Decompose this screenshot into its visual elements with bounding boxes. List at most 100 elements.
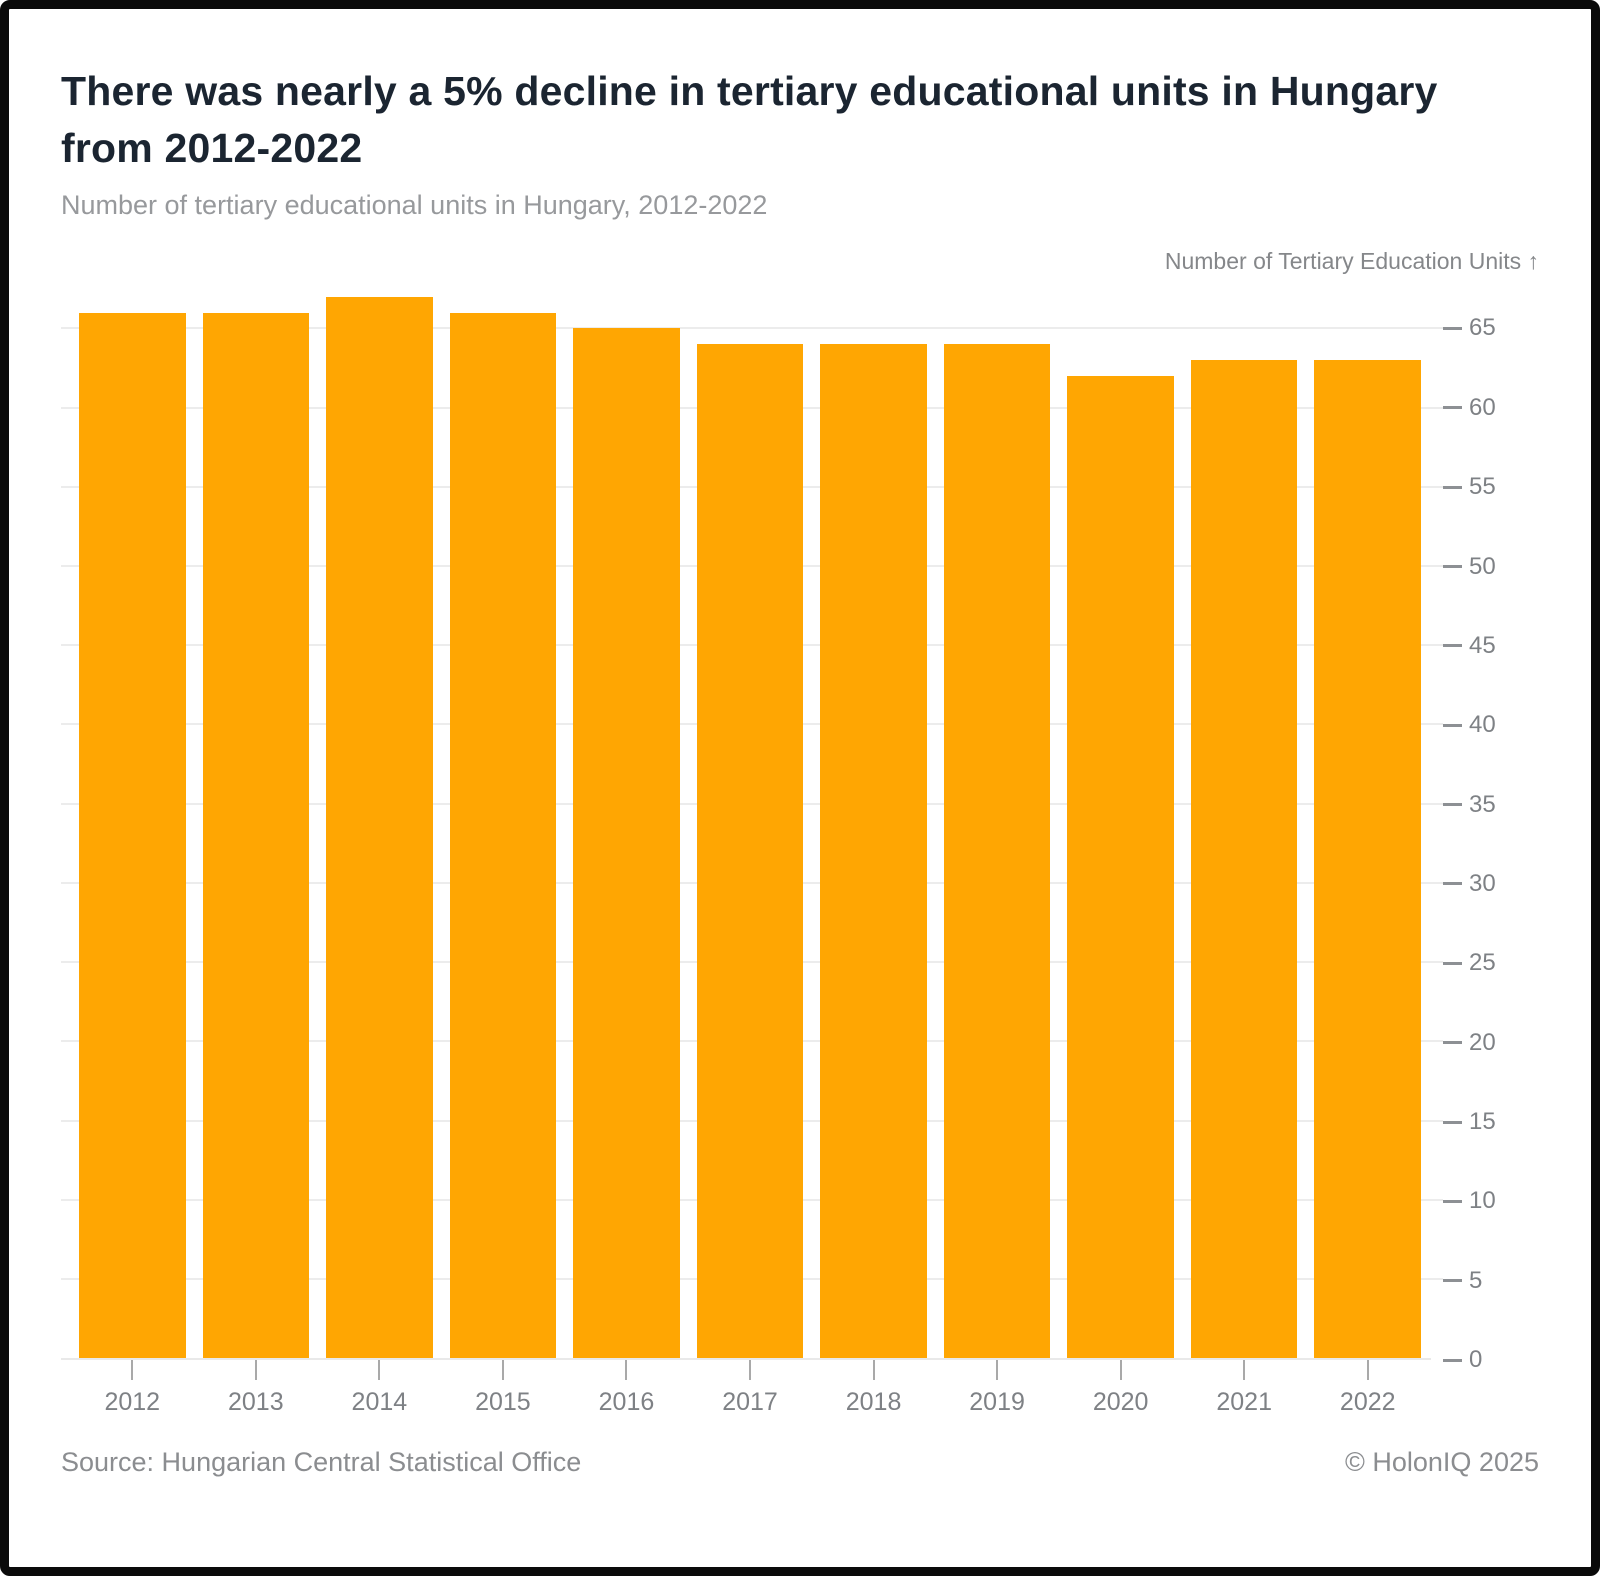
x-tick-label-2012: 2012 [104,1388,161,1417]
y-tick-label: 10 [1469,1187,1496,1215]
x-tick-label-2013: 2013 [228,1388,284,1417]
x-tick-label-2017: 2017 [722,1388,778,1417]
y-tick-label: 45 [1469,631,1496,659]
y-tick-label: 15 [1469,1108,1496,1136]
bar-2016 [573,328,680,1359]
y-tick-dash [1443,406,1462,410]
x-tick-mark [872,1360,875,1381]
x-tick-mark [1243,1360,1246,1381]
x-cell-2012: 2012 [79,1360,186,1417]
chart-footer: Source: Hungarian Central Statistical Of… [61,1447,1539,1478]
source-text: Source: Hungarian Central Statistical Of… [61,1447,582,1478]
y-tick-dash [1443,485,1462,489]
y-tick-dash [1443,1199,1462,1203]
bar-2012 [79,312,186,1359]
y-tick-55: 55 [1443,473,1496,501]
y-tick-label: 65 [1469,314,1496,342]
bar-2020 [1067,375,1174,1359]
x-cell-2016: 2016 [573,1360,680,1417]
y-tick-label: 55 [1469,473,1496,501]
x-tick-mark [1119,1360,1122,1381]
y-tick-45: 45 [1443,632,1496,660]
plot-area [61,287,1443,1361]
x-cell-2017: 2017 [697,1360,804,1417]
y-tick-65: 65 [1443,314,1496,342]
x-tick-mark [254,1360,257,1381]
gridline-65 [61,327,1443,330]
y-tick-label: 5 [1469,1266,1483,1294]
x-axis-row: 2012 2013 2014 2015 2016 2017 2018 2019 2020 2021… [61,1360,1539,1417]
y-tick-5: 5 [1443,1267,1482,1295]
x-cell-2022: 2022 [1314,1360,1421,1417]
y-axis: 0 5 10 15 20 25 30 35 40 45 50 55 60 65 [1431,287,1539,1373]
x-tick-label-2014: 2014 [351,1388,408,1417]
y-tick-dash [1443,723,1462,727]
x-tick-label-2015: 2015 [475,1388,531,1417]
x-cell-2020: 2020 [1067,1360,1174,1417]
bar-2013 [202,312,310,1359]
y-tick-20: 20 [1443,1029,1496,1057]
x-tick-mark [378,1360,381,1381]
x-tick-mark [131,1360,134,1381]
y-tick-label: 0 [1469,1346,1483,1374]
x-tick-label-2020: 2020 [1092,1388,1149,1417]
y-tick-25: 25 [1443,949,1496,977]
y-tick-0: 0 [1443,1346,1482,1374]
x-cell-2015: 2015 [450,1360,557,1417]
y-tick-30: 30 [1443,870,1496,898]
y-tick-dash [1443,1358,1462,1362]
x-cell-2013: 2013 [203,1360,310,1417]
x-cell-2018: 2018 [820,1360,927,1417]
x-tick-label-2018: 2018 [845,1388,902,1417]
y-axis-title-row: Number of Tertiary Education Units ↑ [61,247,1539,275]
y-tick-label: 25 [1469,949,1496,977]
x-tick-mark [749,1360,751,1381]
x-tick-label-2021: 2021 [1216,1388,1272,1417]
x-cell-2021: 2021 [1191,1360,1298,1417]
y-tick-35: 35 [1443,791,1496,819]
y-tick-dash [1443,1120,1462,1124]
y-tick-dash [1443,326,1462,330]
y-tick-label: 30 [1469,869,1496,897]
x-tick-label-2016: 2016 [598,1388,655,1417]
x-tick-mark [501,1360,504,1381]
copyright-text: © HolonIQ 2025 [1344,1447,1539,1478]
x-tick-label-2022: 2022 [1339,1388,1396,1417]
bar-2017 [696,344,804,1359]
bar-2018 [820,344,927,1359]
x-tick-mark [1366,1360,1369,1381]
x-cell-2014: 2014 [326,1360,433,1417]
bar-2019 [943,344,1051,1359]
y-tick-dash [1443,961,1462,965]
chart-title: There was nearly a 5% decline in tertiar… [61,68,1438,171]
bars-container [61,287,1431,1359]
y-tick-15: 15 [1443,1108,1496,1136]
y-tick-label: 40 [1469,711,1496,739]
y-tick-label: 35 [1469,790,1496,818]
bar-2021 [1190,360,1298,1359]
y-tick-label: 60 [1469,393,1496,421]
y-tick-10: 10 [1443,1187,1496,1215]
x-cell-2019: 2019 [944,1360,1051,1417]
y-tick-dash [1443,1041,1462,1045]
y-tick-50: 50 [1443,553,1496,581]
bar-2015 [449,312,557,1359]
y-axis-title: Number of Tertiary Education Units ↑ [1164,248,1539,275]
x-tick-mark [625,1360,628,1381]
x-tick-mark [996,1360,999,1381]
y-tick-dash [1443,565,1462,569]
y-tick-dash [1443,803,1462,807]
bar-chart: 0 5 10 15 20 25 30 35 40 45 50 55 60 65 [61,287,1539,1373]
y-tick-label: 50 [1469,552,1496,580]
y-tick-dash [1443,882,1462,886]
chart-subtitle: Number of tertiary educational units in … [61,190,768,221]
bar-2022 [1314,360,1422,1359]
y-tick-40: 40 [1443,711,1496,739]
y-tick-dash [1443,1279,1462,1283]
y-tick-60: 60 [1443,394,1496,422]
x-tick-label-2019: 2019 [969,1388,1025,1417]
y-tick-dash [1443,644,1462,648]
bar-2014 [326,296,433,1359]
x-axis: 2012 2013 2014 2015 2016 2017 2018 2019 2020 2021… [61,1360,1431,1417]
